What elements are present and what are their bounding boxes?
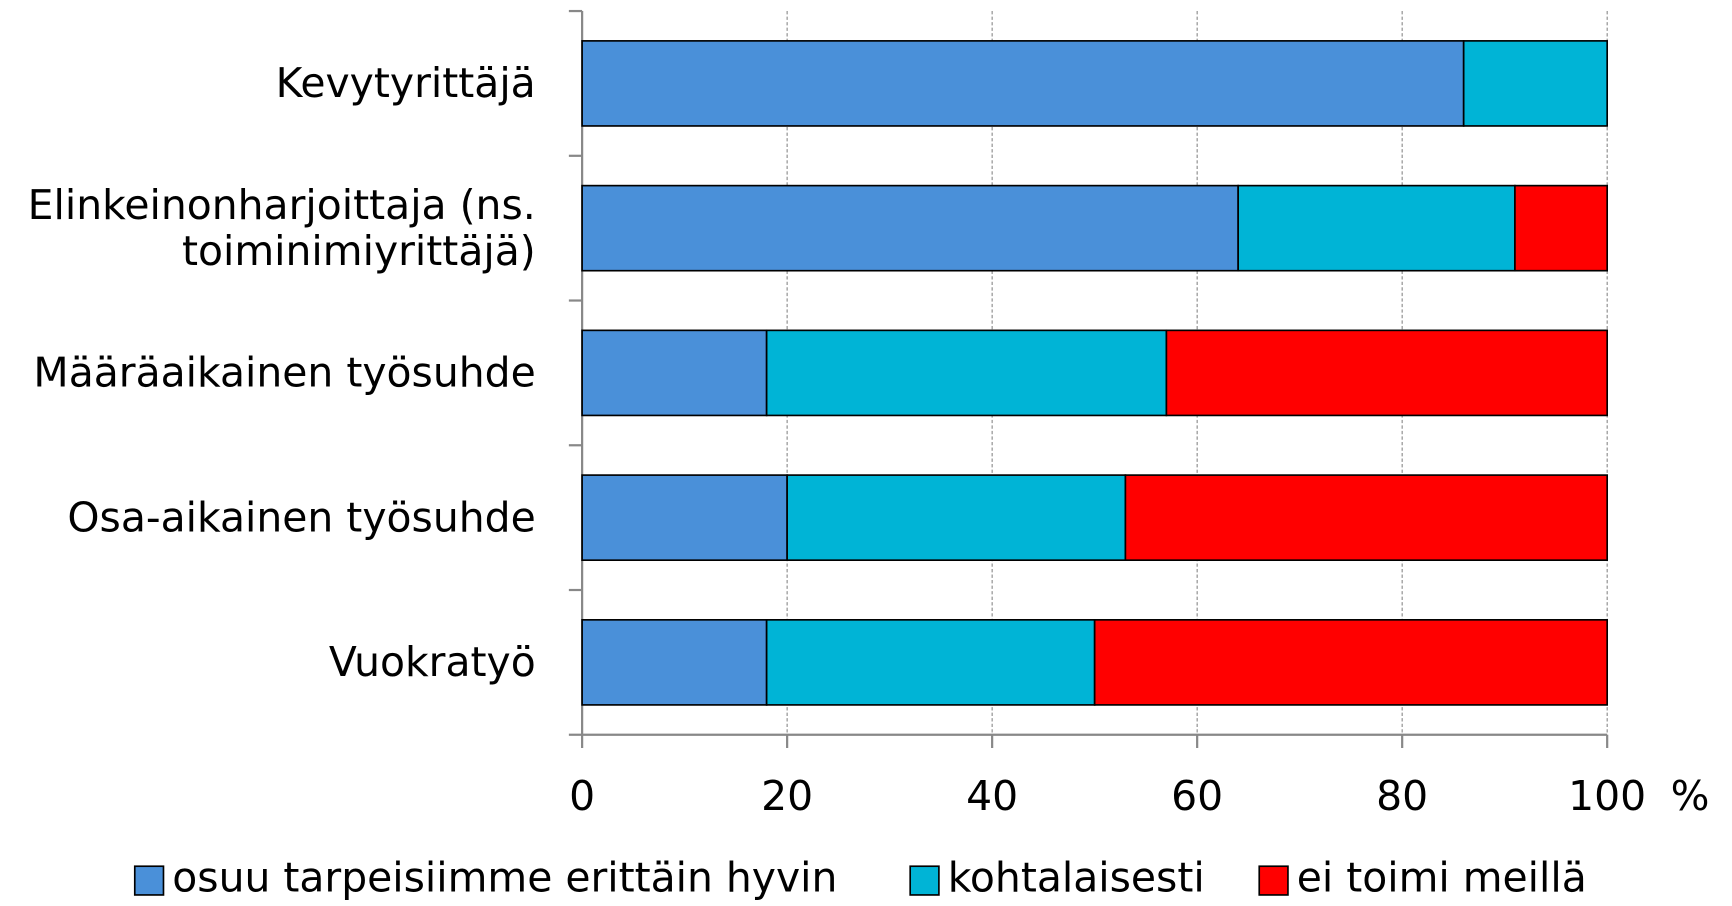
bar-segment — [1514, 184, 1609, 272]
legend-label: ei toimi meillä — [1297, 854, 1587, 902]
x-tick-label: 60 — [1171, 772, 1223, 820]
bar-segment — [765, 329, 1168, 417]
legend-label: osuu tarpeisiimme erittäin hyvin — [172, 854, 837, 902]
bar-segment — [1093, 619, 1609, 706]
y-tick-label: Määräaikainen työsuhde — [33, 348, 536, 397]
legend-swatch — [1258, 865, 1289, 896]
bar-segment — [581, 40, 1465, 127]
bar-segment — [1462, 40, 1609, 127]
bar-segment — [765, 619, 1096, 706]
x-tick-label: 0 — [569, 772, 595, 820]
y-tick-label: Kevytyrittäjä — [275, 59, 536, 107]
x-tick-label: 100 — [1568, 772, 1646, 820]
bar-segment — [581, 184, 1239, 272]
x-tick-label: 80 — [1376, 772, 1428, 820]
legend-swatch — [133, 865, 165, 896]
bar-segment — [581, 474, 788, 562]
bar-segment — [1237, 184, 1516, 272]
legend-label: kohtalaisesti — [948, 854, 1205, 902]
bar-segment — [786, 474, 1127, 562]
x-axis-unit: % — [1671, 772, 1710, 820]
y-tick-label: Vuokratyö — [328, 638, 536, 686]
bar-segment — [1165, 329, 1609, 417]
y-tick-label: Elinkeinonharjoittaja (ns. toiminimiyrit… — [27, 180, 536, 275]
y-tick-label: Osa-aikainen työsuhde — [67, 493, 536, 541]
x-tick-label: 20 — [761, 772, 813, 820]
x-tick-label: 40 — [966, 772, 1018, 820]
bar-segment — [581, 619, 768, 706]
bar-segment — [581, 329, 768, 417]
legend-swatch — [909, 865, 940, 896]
bar-segment — [1124, 474, 1609, 562]
